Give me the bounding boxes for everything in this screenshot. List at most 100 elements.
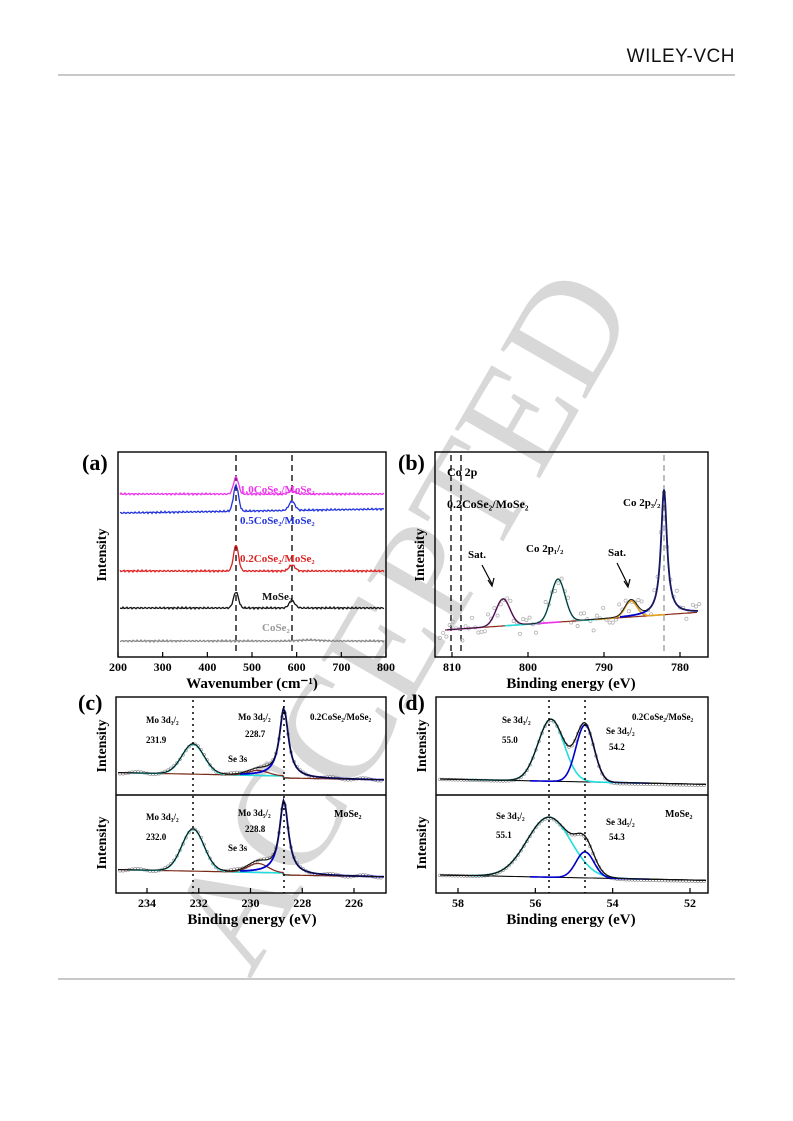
data-point <box>607 620 612 625</box>
xtick-label: 800 <box>377 660 395 674</box>
data-point <box>479 629 484 634</box>
d-top-peak2-value: 54.2 <box>609 742 625 752</box>
data-point <box>124 771 128 776</box>
data-point <box>534 630 538 635</box>
panel-d-spectra <box>438 718 706 883</box>
peak-label-sat-1: Sat. <box>468 549 486 561</box>
panel-a-xticks: 200 300 400 500 600 700 800 <box>109 652 395 674</box>
data-point <box>505 596 510 601</box>
panel-d-ylabel-top: Intensity <box>415 720 430 773</box>
raman-spectrum <box>119 483 384 515</box>
data-point <box>450 619 455 624</box>
peak-label-co2p12: Co 2p₁/₂ <box>526 543 564 555</box>
data-point <box>610 620 615 625</box>
fit-envelope <box>447 489 698 631</box>
data-point <box>438 636 442 640</box>
xtick-label: 600 <box>288 660 306 674</box>
data-point <box>463 624 468 629</box>
xtick-label: 234 <box>138 896 156 910</box>
fit-envelope <box>118 798 384 878</box>
data-point <box>626 609 631 614</box>
panel-b: (b) Intensity Binding energy (eV) Co 2p … <box>398 450 709 692</box>
data-point <box>623 598 628 603</box>
c-bottom-peak1-name: Mo 3d₃/₂ <box>146 812 179 822</box>
xtick-label: 800 <box>519 660 537 674</box>
data-point <box>470 615 474 620</box>
sat-arrow-1 <box>481 564 493 585</box>
panel-b-label: (b) <box>398 450 425 475</box>
c-bottom-peak2-value: 228.8 <box>245 824 266 834</box>
panel-c-xticks: 234 232 230 228 226 <box>138 888 363 910</box>
publisher-logo: WILEY-VCH <box>627 46 735 68</box>
panel-b-title: Co 2p <box>447 465 478 479</box>
series-label-1.0: 1.0CoSe₂/MoSe₂ <box>240 484 315 496</box>
peak-label-sat-2: Sat. <box>608 547 626 559</box>
xtick-label: 700 <box>332 660 350 674</box>
header-rule <box>58 74 735 76</box>
data-point <box>486 612 490 617</box>
data-point <box>441 630 446 635</box>
c-bottom-se-label: Se 3s <box>228 843 248 853</box>
panel-a-xlabel: Wavenumber (cm⁻¹) <box>186 676 318 692</box>
data-point <box>684 616 689 621</box>
c-top-peak1-value: 231.9 <box>146 735 167 745</box>
series-label-mose2: MoSe₂ <box>262 591 293 603</box>
panel-a-ylabel: Intensity <box>95 529 110 582</box>
data-point <box>591 628 596 633</box>
xtick-label: 54 <box>607 896 619 910</box>
c-bottom-sample: MoSe₂ <box>334 809 361 820</box>
panel-b-spectra <box>438 489 702 643</box>
c-top-se-label: Se 3s <box>228 754 248 764</box>
xtick-label: 500 <box>243 660 261 674</box>
raman-spectrum <box>119 475 385 497</box>
d-bottom-peak2-value: 54.3 <box>609 832 625 842</box>
data-point <box>495 613 500 618</box>
xtick-label: 228 <box>293 896 311 910</box>
c-bottom-peak1-value: 232.0 <box>146 832 167 842</box>
fit-se3d52 <box>530 851 650 880</box>
data-point <box>124 868 128 873</box>
xtick-label: 232 <box>190 896 208 910</box>
data-point <box>674 588 679 593</box>
xtick-label: 790 <box>595 660 613 674</box>
d-top-peak1-value: 55.0 <box>502 735 518 745</box>
fit-se3s <box>225 862 300 876</box>
data-point <box>508 598 513 603</box>
c-top-sample: 0.2CoSe₂/MoSe₂ <box>310 712 371 722</box>
data-point <box>524 618 529 623</box>
xtick-label: 230 <box>242 896 260 910</box>
data-point <box>559 576 564 581</box>
xtick-label: 300 <box>154 660 172 674</box>
series-label-cose2: CoSe₂ <box>262 622 290 634</box>
panel-c-xlabel: Binding energy (eV) <box>187 912 316 928</box>
d-bottom-sample: MoSe₂ <box>665 809 692 820</box>
data-point <box>511 619 516 624</box>
panel-a-spectra <box>119 475 385 644</box>
panel-d-xlabel: Binding energy (eV) <box>506 912 635 928</box>
c-top-peak2-name: Mo 3d₅/₂ <box>238 712 271 722</box>
data-point <box>578 611 583 616</box>
data-point <box>639 599 644 604</box>
data-point <box>582 611 586 616</box>
xtick-label: 200 <box>109 660 127 674</box>
panel-d-xticks: 58 56 54 52 <box>452 888 696 910</box>
panel-b-frame <box>434 451 709 658</box>
xtick-label: 810 <box>443 660 461 674</box>
panel-c-ylabel-top: Intensity <box>95 720 110 773</box>
footer-rule <box>58 978 735 980</box>
fit-envelope <box>440 718 706 785</box>
panel-c: (c) Intensity Intensity Binding energy (… <box>78 690 387 928</box>
publisher-name: WILEY-VCH <box>626 46 735 67</box>
panel-b-xlabel: Binding energy (eV) <box>506 676 635 692</box>
data-point <box>476 630 481 635</box>
data-point <box>697 602 702 607</box>
panel-b-xticks: 810 800 790 780 <box>443 652 689 674</box>
raman-spectrum <box>120 637 385 644</box>
panel-b-sample: 0.2CoSe₂/MoSe₂ <box>447 497 529 511</box>
xtick-label: 780 <box>671 660 689 674</box>
panel-d: (d) Intensity Intensity Binding energy (… <box>398 690 709 928</box>
data-point <box>543 600 548 604</box>
peak-label-co2p32: Co 2p₃/₂ <box>623 497 661 509</box>
data-point <box>460 638 465 643</box>
